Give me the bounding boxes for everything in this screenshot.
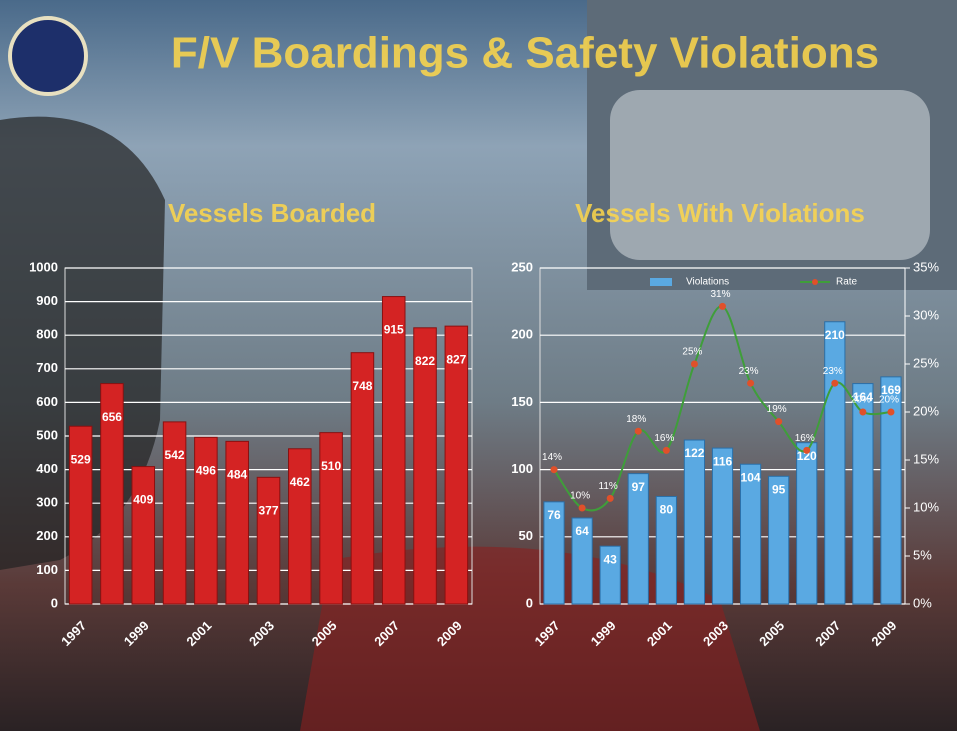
y-tick-label: 150 [511, 394, 533, 409]
y-tick-label: 400 [36, 461, 58, 476]
bar [684, 440, 704, 604]
slide-title: F/V Boardings & Safety Violations [171, 29, 879, 78]
data-label: 64 [575, 524, 589, 538]
data-label: 656 [102, 410, 122, 424]
data-label: 462 [290, 475, 310, 489]
bar [195, 437, 218, 604]
data-label: 43 [604, 552, 618, 566]
logo [10, 18, 86, 94]
rate-marker [775, 418, 782, 425]
legend-label: Violations [686, 277, 729, 288]
data-label: 484 [227, 468, 247, 482]
y-tick-label: 200 [36, 528, 58, 543]
data-label: 210 [825, 328, 845, 342]
rate-marker [747, 380, 754, 387]
chart-title: Vessels With Violations [575, 198, 865, 228]
data-label: 542 [165, 448, 185, 462]
rate-marker [551, 466, 558, 473]
data-label: 80 [660, 503, 674, 517]
rate-marker [887, 409, 894, 416]
rate-marker [803, 447, 810, 454]
rate-label: 23% [739, 366, 759, 377]
bar [414, 328, 437, 604]
rate-label: 16% [795, 433, 815, 444]
rate-marker [635, 428, 642, 435]
y-tick-label: 100 [36, 562, 58, 577]
bar [445, 326, 468, 604]
y-tick-label: 700 [36, 360, 58, 375]
y-tick-label: 800 [36, 327, 58, 342]
bar [825, 322, 845, 604]
rate-label: 10% [570, 491, 590, 502]
y2-tick-label: 15% [913, 451, 939, 466]
y-tick-label: 50 [519, 528, 533, 543]
data-label: 409 [133, 493, 153, 507]
y-tick-label: 900 [36, 293, 58, 308]
y2-tick-label: 10% [913, 499, 939, 514]
rate-marker [579, 505, 586, 512]
rate-label: 16% [654, 433, 674, 444]
bar [132, 467, 155, 604]
rate-marker [663, 447, 670, 454]
rate-marker [691, 361, 698, 368]
bar [226, 441, 249, 604]
data-label: 827 [446, 352, 466, 366]
data-label: 76 [547, 508, 561, 522]
bar [257, 477, 280, 604]
y2-tick-label: 30% [913, 307, 939, 322]
y2-tick-label: 20% [913, 403, 939, 418]
data-label: 822 [415, 354, 435, 368]
rate-label: 25% [682, 347, 702, 358]
y-tick-label: 1000 [29, 259, 58, 274]
y-tick-label: 0 [51, 595, 58, 610]
data-label: 116 [713, 454, 733, 468]
rate-label: 23% [823, 366, 843, 377]
bar [289, 449, 312, 604]
legend-marker [812, 279, 818, 285]
rate-marker [719, 303, 726, 310]
data-label: 510 [321, 459, 341, 473]
y-tick-label: 200 [511, 327, 533, 342]
rate-label: 14% [542, 452, 562, 463]
bar [797, 443, 817, 604]
y-tick-label: 250 [511, 259, 533, 274]
data-label: 377 [258, 503, 278, 517]
bar [712, 448, 732, 604]
legend-swatch [650, 278, 672, 286]
y-tick-label: 600 [36, 394, 58, 409]
y-tick-label: 500 [36, 427, 58, 442]
rate-label: 11% [599, 481, 618, 492]
y2-tick-label: 25% [913, 355, 939, 370]
y2-tick-label: 0% [913, 595, 932, 610]
y2-tick-label: 35% [913, 259, 939, 274]
y-tick-label: 0 [526, 595, 533, 610]
rate-label: 20% [851, 395, 871, 406]
bar [740, 464, 760, 604]
rate-label: 20% [879, 395, 899, 406]
data-label: 104 [741, 470, 761, 484]
slide: F/V Boardings & Safety Violations Vessel… [0, 0, 957, 731]
data-label: 496 [196, 464, 216, 478]
y-tick-label: 300 [36, 495, 58, 510]
bar [853, 384, 873, 604]
chart-title: Vessels Boarded [168, 198, 376, 228]
data-label: 915 [384, 323, 404, 337]
data-label: 748 [352, 379, 372, 393]
legend-label: Rate [836, 277, 858, 288]
data-label: 97 [632, 480, 646, 494]
data-label: 95 [772, 482, 786, 496]
rate-marker [607, 495, 614, 502]
bar [382, 297, 405, 604]
data-label: 529 [71, 452, 91, 466]
rate-label: 31% [710, 289, 730, 300]
rate-marker [831, 380, 838, 387]
y2-tick-label: 5% [913, 547, 932, 562]
rate-label: 19% [767, 404, 787, 415]
data-label: 122 [684, 446, 704, 460]
rate-marker [859, 409, 866, 416]
rate-label: 18% [626, 414, 646, 425]
y-tick-label: 100 [511, 461, 533, 476]
boat-photo-detail [610, 90, 930, 260]
